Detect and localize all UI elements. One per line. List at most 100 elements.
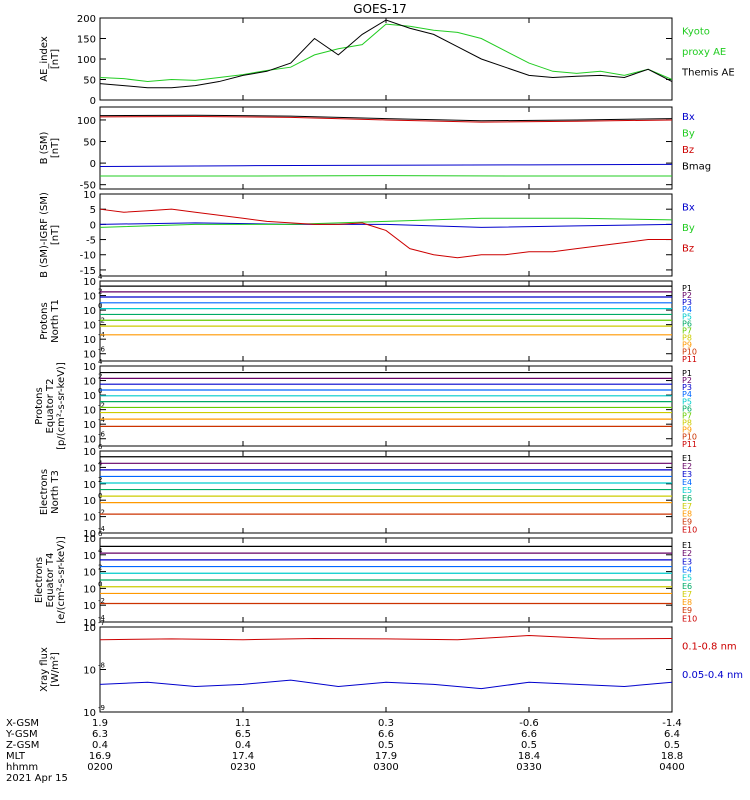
y-tick-label: 150 — [77, 35, 96, 46]
legend-entry: Kyoto — [682, 26, 710, 37]
legend-entry: E9 — [682, 518, 692, 527]
legend-entry: E4 — [682, 565, 692, 574]
legend-entry: E10 — [682, 614, 697, 623]
legend-entry: E7 — [682, 590, 692, 599]
y-tick-label: 50 — [83, 138, 96, 149]
panel-ae: 0 50 100 150 200 AE_index [nT] Kyoto proxy AE The… — [39, 14, 735, 107]
y-tick-label: 10 — [83, 306, 96, 317]
y-tick-exponent: 6 — [98, 530, 103, 538]
legend-entry: P4 — [682, 305, 692, 314]
y-axis-label: Protons — [39, 302, 50, 339]
y-tick-label: 100 — [77, 116, 96, 127]
date-label: 2021 Apr 15 — [6, 773, 68, 784]
y-tick-label: 100 — [77, 55, 96, 66]
legend-entry: P1 — [682, 284, 692, 293]
legend-entry: E3 — [682, 470, 692, 479]
series-line — [99, 19, 673, 89]
axis-row-value: 0.5 — [378, 740, 394, 751]
y-tick-label: 10 — [83, 362, 96, 373]
axis-row-value: 18.4 — [518, 751, 540, 762]
legend-entry: Bx — [682, 202, 695, 213]
legend-entry: E9 — [682, 606, 692, 615]
legend-entry: P1 — [682, 369, 692, 378]
y-tick-exponent: -7 — [98, 619, 105, 627]
y-axis-label: [nT] — [50, 138, 61, 158]
y-tick-exponent: 0 — [98, 302, 102, 310]
series-line — [99, 679, 673, 690]
axis-row-label: MLT — [6, 751, 26, 762]
y-tick-label: 0 — [90, 220, 96, 231]
y-tick-label: 10 — [83, 584, 96, 595]
y-tick-exponent: -4 — [98, 525, 106, 533]
axis-row-value: 0.4 — [92, 740, 108, 751]
y-tick-label: 10 — [83, 551, 96, 562]
legend-entry: By — [682, 129, 695, 140]
panel-frame — [99, 280, 673, 362]
legend-entry: 0.05-0.4 nm — [682, 670, 743, 681]
axis-row-value: 0200 — [87, 762, 112, 773]
y-tick-exponent: 4 — [98, 358, 103, 366]
legend-entry: By — [682, 223, 695, 234]
series-line — [99, 115, 673, 123]
y-tick-exponent: 2 — [98, 564, 102, 572]
y-tick-label: 10 — [83, 463, 96, 474]
y-tick-label: 10 — [83, 435, 96, 446]
axis-row-value: 0.5 — [521, 740, 537, 751]
legend-entry: P11 — [682, 440, 697, 449]
y-tick-label: 10 — [83, 568, 96, 579]
series-line — [99, 163, 673, 168]
y-tick-label: 10 — [83, 350, 96, 361]
y-axis-label: AE_index — [39, 36, 50, 82]
legend-entry: E5 — [682, 574, 692, 583]
y-tick-exponent: -2 — [98, 402, 105, 410]
y-tick-label: 0 — [90, 96, 96, 107]
legend-entry: E6 — [682, 494, 692, 503]
axis-row-value: 0400 — [659, 762, 684, 773]
panel-frame — [99, 626, 673, 713]
legend-entry: Bx — [682, 112, 695, 123]
axis-row-value: 0230 — [230, 762, 255, 773]
legend-entry: P5 — [682, 397, 692, 406]
y-tick-exponent: 6 — [98, 443, 103, 451]
y-tick-exponent: -6 — [98, 346, 106, 354]
y-axis-label: B (SM)-IGRF (SM) — [39, 192, 50, 278]
y-tick-exponent: 4 — [98, 547, 103, 555]
legend-entry: proxy AE — [682, 47, 726, 58]
y-tick-label: -15 — [80, 266, 96, 277]
y-tick-label: 10 — [83, 534, 96, 545]
y-tick-label: 10 — [83, 335, 96, 346]
y-tick-label: 10 — [83, 529, 96, 540]
legend-entry: Bz — [682, 243, 694, 254]
y-tick-exponent: -4 — [98, 416, 106, 424]
legend-entry: Bmag — [682, 161, 711, 172]
series-line — [99, 114, 673, 122]
axis-row-value: 0.4 — [235, 740, 251, 751]
y-axis-label: [nT] — [50, 49, 61, 69]
axis-row-value: 17.9 — [375, 751, 397, 762]
panel-frame — [99, 106, 673, 190]
y-axis-label: Equator T2 — [45, 379, 56, 434]
axis-row-value: 0.3 — [378, 718, 394, 729]
legend-entry: P8 — [682, 334, 692, 343]
legend-entry: E8 — [682, 510, 692, 519]
y-tick-label: 10 — [83, 708, 96, 719]
y-tick-exponent: 2 — [98, 476, 102, 484]
y-tick-label: 10 — [83, 420, 96, 431]
y-tick-label: 200 — [77, 14, 96, 25]
legend-entry: E4 — [682, 478, 692, 487]
axis-row-value: 1.1 — [235, 718, 251, 729]
legend-entry: P9 — [682, 341, 692, 350]
panel-prot_t1: 10-610-410-2100102104ProtonsNorth T1P1P2… — [39, 273, 697, 364]
legend-entry: E2 — [682, 549, 692, 558]
y-tick-label: -5 — [86, 236, 96, 247]
panel-bigrf: -15 -10 -5 0 5 10 B (SM)-IGRF (SM) [nT] Bx By Bz — [39, 190, 695, 278]
y-tick-exponent: 0 — [98, 387, 102, 395]
legend-entry: Themis AE — [681, 67, 735, 78]
legend-entry: Bz — [682, 145, 694, 156]
y-tick-exponent: -8 — [98, 662, 105, 670]
y-tick-label: 50 — [83, 76, 96, 87]
axis-row-value: -0.6 — [519, 718, 539, 729]
y-tick-label: 10 — [83, 292, 96, 303]
legend-entry: P6 — [682, 319, 692, 328]
